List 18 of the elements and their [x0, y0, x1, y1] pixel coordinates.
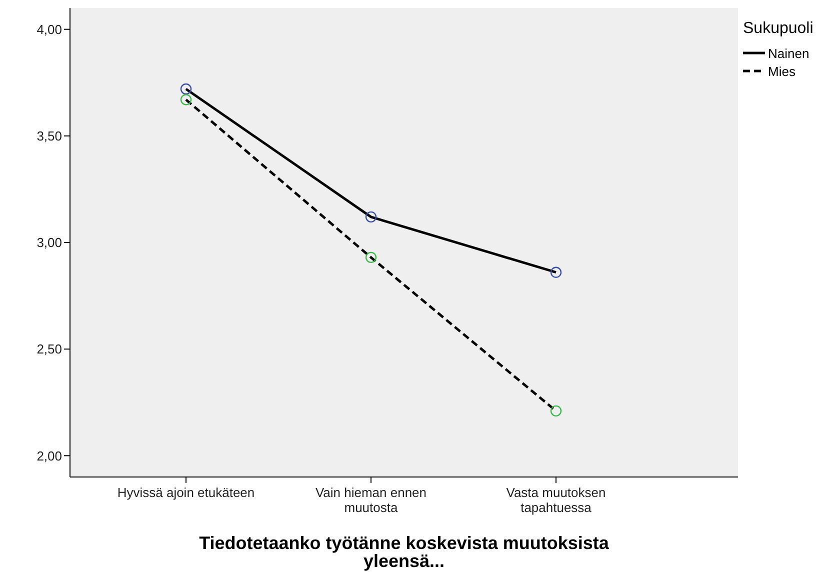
point	[180, 83, 192, 95]
y-tick-label: 4,00	[36, 22, 62, 37]
point	[365, 252, 377, 264]
y-tick-label: 2,50	[36, 342, 62, 357]
x-tick-label: Vasta muutoksen tapahtuessa	[506, 485, 606, 515]
x-axis-title: Tiedotetaanko työtänne koskevista muutoksista yleensä...	[199, 533, 610, 571]
x-tick-label: Hyvissä ajoin etukäteen	[117, 485, 255, 500]
x-tick-label: Vain hieman ennen muutosta	[315, 485, 427, 515]
y-tick-label: 3,50	[36, 128, 62, 144]
legend-title: Sukupuoli	[743, 20, 814, 38]
point	[180, 94, 192, 106]
point	[365, 211, 377, 223]
point	[550, 405, 562, 417]
legend-label: Nainen	[768, 46, 810, 60]
legend-label: Mies	[768, 64, 796, 78]
point	[550, 266, 562, 278]
y-tick-label: 3,00	[36, 235, 62, 250]
y-tick-label: 2,00	[36, 448, 62, 464]
